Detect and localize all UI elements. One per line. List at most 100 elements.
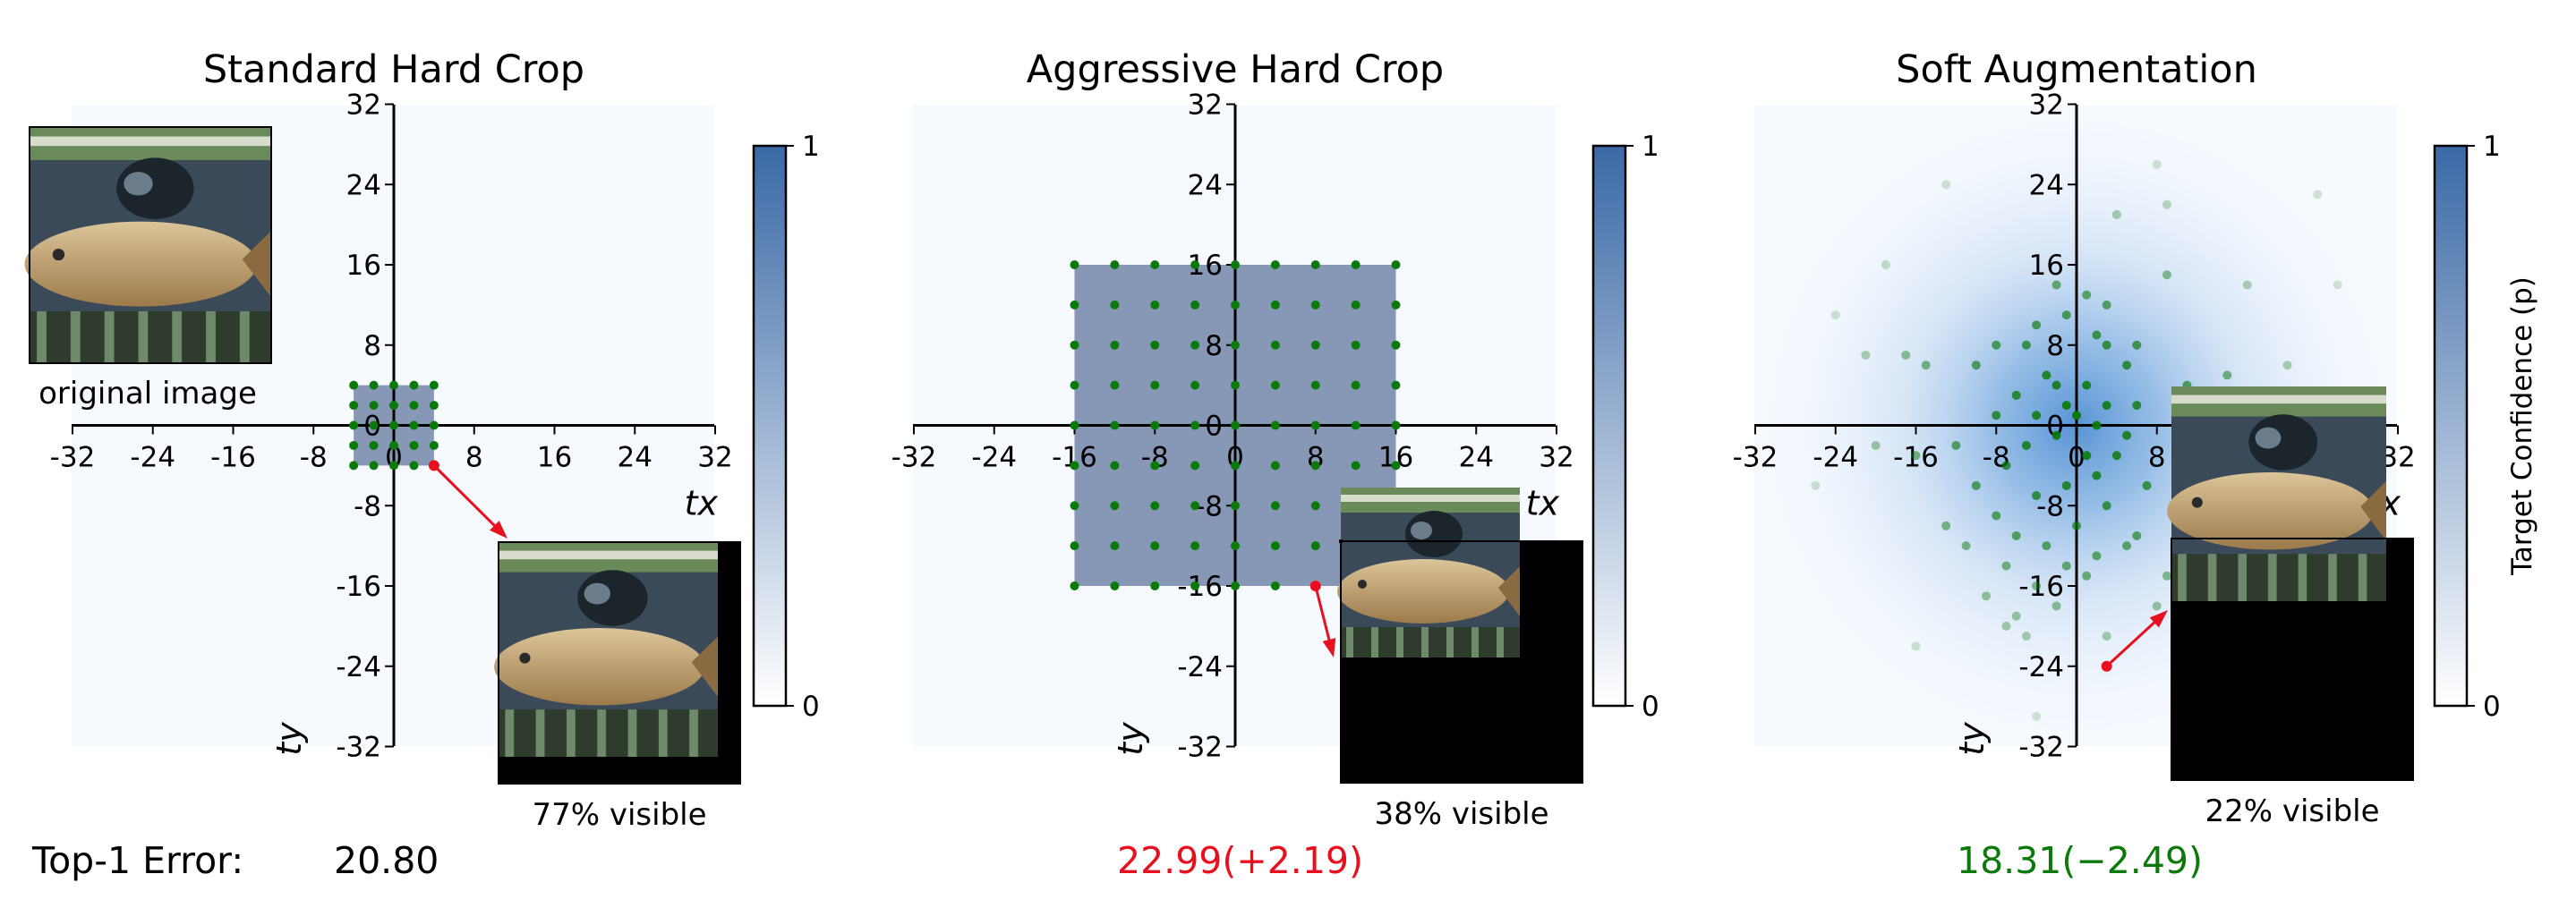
sample-point (2011, 530, 2021, 540)
sample-point (2242, 280, 2252, 290)
sample-point (2011, 390, 2021, 400)
sample-point (1270, 380, 1280, 390)
sample-point (1231, 501, 1240, 511)
sample-point (1231, 260, 1240, 269)
sample-point (369, 380, 379, 390)
augmented-inset (494, 541, 741, 785)
arrow-head (490, 521, 508, 539)
x-tick-label: -32 (1733, 442, 1778, 474)
sample-point (1861, 350, 1871, 360)
sample-point (1941, 180, 1951, 190)
footer-value-soft: 18.31(−2.49) (1957, 839, 2203, 882)
y-tick-label: 8 (1205, 330, 1223, 362)
sample-point (1871, 440, 1881, 450)
sample-point (2111, 451, 2121, 461)
sample-point (349, 380, 359, 390)
sample-point (1150, 501, 1160, 511)
sample-point (2132, 401, 2142, 411)
sample-point (2051, 601, 2061, 611)
sample-point (369, 401, 379, 411)
augmented-inset (1337, 488, 1583, 784)
inset-mask (2386, 539, 2413, 780)
sample-point (1971, 480, 1981, 490)
sample-point (1351, 260, 1361, 269)
inset-caption: 77% visible (532, 797, 706, 833)
sample-point (1150, 420, 1160, 430)
sample-point (1150, 461, 1160, 471)
x-tick-label: 16 (537, 442, 572, 474)
y-axis-label: ty (1111, 722, 1150, 756)
sample-point (1190, 541, 1200, 551)
sample-point (1941, 521, 1951, 530)
arrow-line (2105, 614, 2164, 667)
sample-point (1150, 581, 1160, 590)
sample-point (1310, 340, 1320, 350)
sample-point (2102, 501, 2111, 511)
sample-point (2102, 401, 2111, 411)
sample-point (2061, 561, 2071, 571)
sample-point (1231, 300, 1240, 310)
y-tick-label: 32 (346, 89, 381, 122)
sample-point (389, 461, 398, 471)
colorbar-max-label: 1 (802, 131, 820, 163)
y-tick-label: 32 (1188, 89, 1223, 122)
sample-point (2042, 541, 2051, 551)
x-tick-label: -24 (971, 442, 1017, 474)
y-tick-label: 24 (346, 169, 381, 201)
sample-point (2051, 280, 2061, 290)
sample-point (1310, 501, 1320, 511)
sample-point (1110, 380, 1120, 390)
sample-point (1921, 361, 1931, 370)
sample-point (1070, 541, 1079, 551)
sample-point (2082, 451, 2092, 461)
sample-point (1231, 380, 1240, 390)
sample-point (1310, 461, 1320, 471)
sample-point (2061, 401, 2071, 411)
inset-photo (1337, 488, 1520, 666)
sample-point (2032, 320, 2042, 330)
x-axis-label: tx (685, 484, 719, 523)
sample-point (1951, 440, 1961, 450)
sample-point (2092, 471, 2102, 480)
sample-point (2122, 430, 2132, 440)
sample-point (2333, 280, 2342, 290)
sample-point (1391, 340, 1401, 350)
inset-mask (2171, 601, 2413, 780)
sample-point (2152, 159, 2162, 169)
colorbar-gradient (752, 144, 788, 708)
augmented-inset (2167, 386, 2414, 781)
sample-point (1391, 260, 1401, 269)
sample-point (2122, 361, 2132, 370)
y-tick-label: -24 (2018, 651, 2064, 683)
chart-title: Soft Augmentation (1896, 47, 2257, 92)
sample-point (2021, 632, 2031, 641)
sample-point (1310, 420, 1320, 430)
sample-point (409, 440, 419, 450)
sample-point (389, 380, 398, 390)
chart-title: Standard Hard Crop (203, 47, 584, 92)
sample-point (2042, 370, 2051, 380)
sample-point (2061, 310, 2071, 320)
sample-point (1150, 260, 1160, 269)
sample-point (429, 440, 439, 450)
y-tick-label: -32 (2018, 732, 2064, 764)
sample-point (389, 401, 398, 411)
x-tick-label: -16 (1893, 442, 1939, 474)
sample-point (1110, 541, 1120, 551)
colorbar-min-label: 0 (1642, 691, 1659, 723)
y-tick-label: -16 (2018, 571, 2064, 603)
sample-point (1992, 411, 2001, 420)
y-tick-label: 0 (1205, 411, 1223, 443)
colorbar-min-label: 0 (802, 691, 820, 723)
x-tick-label: -24 (130, 442, 175, 474)
sample-point (2082, 380, 2092, 390)
sample-point (1911, 641, 1921, 651)
colorbar: 10 (752, 131, 820, 723)
sample-point (2032, 491, 2042, 501)
sample-point (1150, 541, 1160, 551)
sample-point (1992, 340, 2001, 350)
sample-point (1351, 461, 1361, 471)
y-axis-label: ty (1952, 722, 1992, 756)
sample-point (1351, 380, 1361, 390)
